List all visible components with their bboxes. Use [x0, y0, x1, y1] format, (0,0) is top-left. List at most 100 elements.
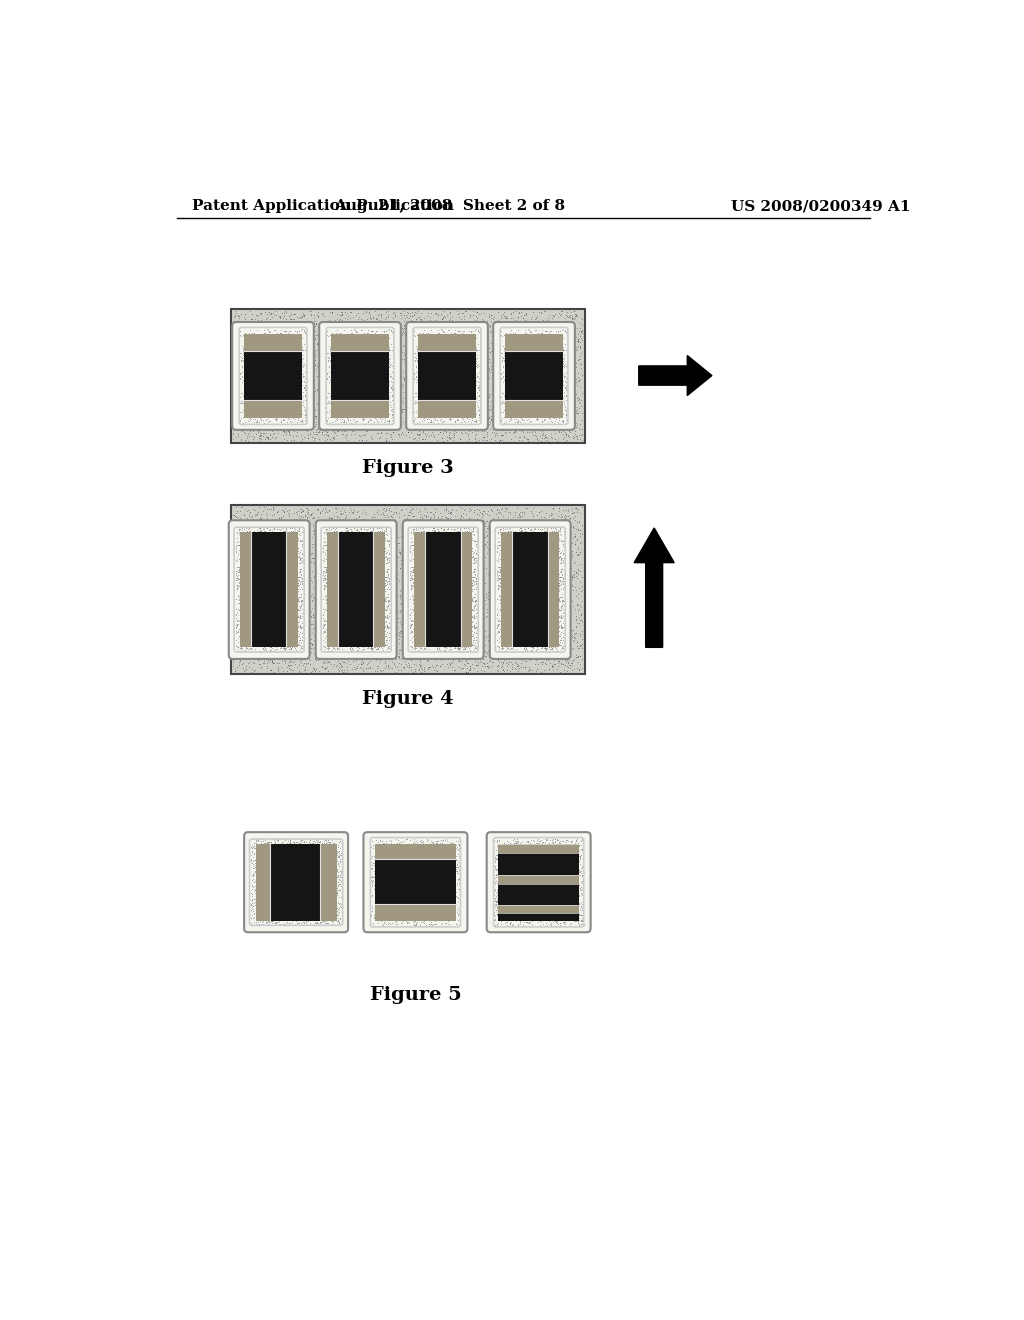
Point: [287, 582, 303, 603]
Point: [408, 545, 424, 566]
Point: [466, 624, 482, 645]
Point: [549, 322, 565, 343]
Point: [291, 581, 307, 602]
Point: [530, 627, 547, 648]
Point: [489, 635, 506, 656]
Point: [540, 330, 556, 351]
Point: [328, 403, 344, 424]
Point: [356, 594, 373, 615]
Point: [393, 640, 410, 661]
Point: [412, 562, 428, 583]
Point: [468, 568, 484, 589]
Point: [463, 388, 479, 409]
Point: [331, 585, 347, 606]
Point: [342, 568, 358, 589]
Point: [517, 339, 534, 360]
Point: [341, 400, 357, 421]
Point: [273, 523, 290, 544]
Point: [246, 360, 262, 381]
Point: [462, 533, 478, 554]
Point: [291, 602, 307, 623]
Point: [523, 524, 540, 545]
Point: [332, 500, 348, 521]
Point: [315, 388, 332, 409]
Point: [495, 873, 511, 894]
Point: [566, 869, 583, 890]
Point: [245, 568, 261, 589]
Point: [429, 858, 445, 879]
Point: [573, 909, 590, 931]
Point: [350, 525, 367, 546]
Point: [296, 837, 312, 858]
Point: [451, 404, 467, 425]
Point: [334, 379, 350, 400]
Point: [351, 609, 368, 630]
Point: [456, 598, 472, 619]
Point: [381, 345, 397, 366]
Point: [470, 396, 486, 417]
Point: [467, 403, 483, 424]
Point: [572, 904, 589, 925]
Point: [558, 395, 574, 416]
Point: [321, 859, 337, 880]
Point: [541, 537, 557, 558]
Point: [570, 638, 587, 659]
Point: [456, 323, 472, 345]
Point: [535, 549, 551, 570]
Point: [335, 536, 351, 557]
Point: [319, 900, 336, 921]
Point: [444, 535, 461, 556]
Point: [538, 887, 554, 908]
Point: [542, 537, 558, 558]
Point: [482, 418, 499, 440]
Point: [468, 616, 484, 638]
Point: [559, 370, 575, 391]
Point: [507, 606, 523, 627]
Point: [402, 556, 419, 577]
Point: [306, 660, 323, 681]
Point: [248, 607, 264, 628]
Point: [270, 331, 287, 352]
Point: [451, 913, 467, 935]
Point: [468, 616, 484, 638]
Point: [471, 407, 487, 428]
Point: [233, 355, 250, 376]
Point: [381, 853, 397, 874]
Point: [372, 521, 388, 543]
Point: [337, 605, 353, 626]
Point: [359, 587, 376, 609]
Point: [248, 424, 264, 445]
Point: [372, 636, 388, 657]
Point: [507, 553, 523, 574]
Point: [291, 661, 307, 682]
Point: [537, 599, 553, 620]
Point: [233, 624, 250, 645]
Point: [368, 414, 384, 436]
Point: [571, 503, 588, 524]
Point: [337, 630, 353, 651]
Point: [440, 589, 457, 610]
Point: [508, 552, 524, 573]
Point: [236, 412, 252, 433]
Point: [367, 615, 383, 636]
Point: [494, 425, 510, 446]
Point: [333, 591, 349, 612]
Point: [500, 594, 516, 615]
Point: [378, 422, 394, 444]
Point: [321, 389, 337, 411]
Point: [508, 862, 524, 883]
Point: [263, 615, 280, 636]
Point: [360, 632, 377, 653]
Point: [493, 583, 509, 605]
Point: [488, 564, 505, 585]
Point: [462, 632, 478, 653]
Point: [337, 376, 353, 397]
Point: [288, 550, 304, 572]
Point: [370, 865, 386, 886]
Point: [281, 326, 297, 347]
Point: [518, 554, 535, 576]
Point: [282, 517, 298, 539]
Point: [549, 573, 565, 594]
Point: [570, 583, 587, 605]
Point: [274, 566, 291, 587]
